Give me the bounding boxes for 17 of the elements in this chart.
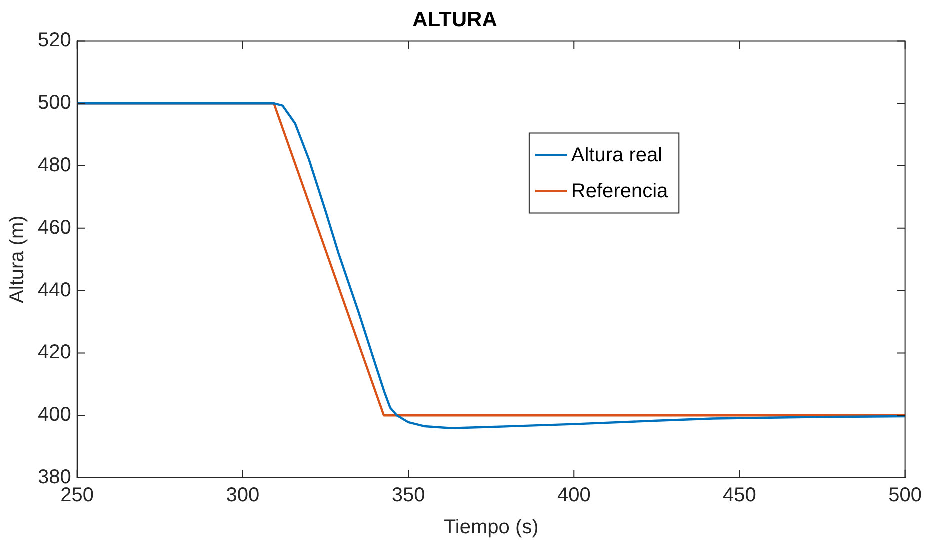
x-tick-label: 450: [723, 484, 756, 507]
y-axis-title: Altura (m): [6, 216, 29, 304]
legend-label: Referencia: [571, 180, 670, 203]
chart-title: ALTURA: [412, 8, 498, 32]
legend-label: Altura real: [571, 144, 663, 167]
y-tick-label: 500: [38, 92, 72, 114]
y-tick-label: 520: [38, 30, 72, 52]
x-tick-label: 500: [888, 484, 922, 507]
y-tick-label: 420: [38, 342, 72, 364]
x-tick-label: 300: [226, 484, 260, 507]
x-tick-label: 400: [557, 484, 591, 507]
x-axis-title: Tiempo (s): [444, 516, 539, 539]
y-tick-label: 400: [38, 404, 72, 426]
y-tick-label: 440: [38, 279, 72, 302]
x-tick-label: 350: [392, 484, 426, 507]
y-tick-label: 460: [38, 216, 72, 239]
y-tick-label: 480: [38, 154, 72, 177]
